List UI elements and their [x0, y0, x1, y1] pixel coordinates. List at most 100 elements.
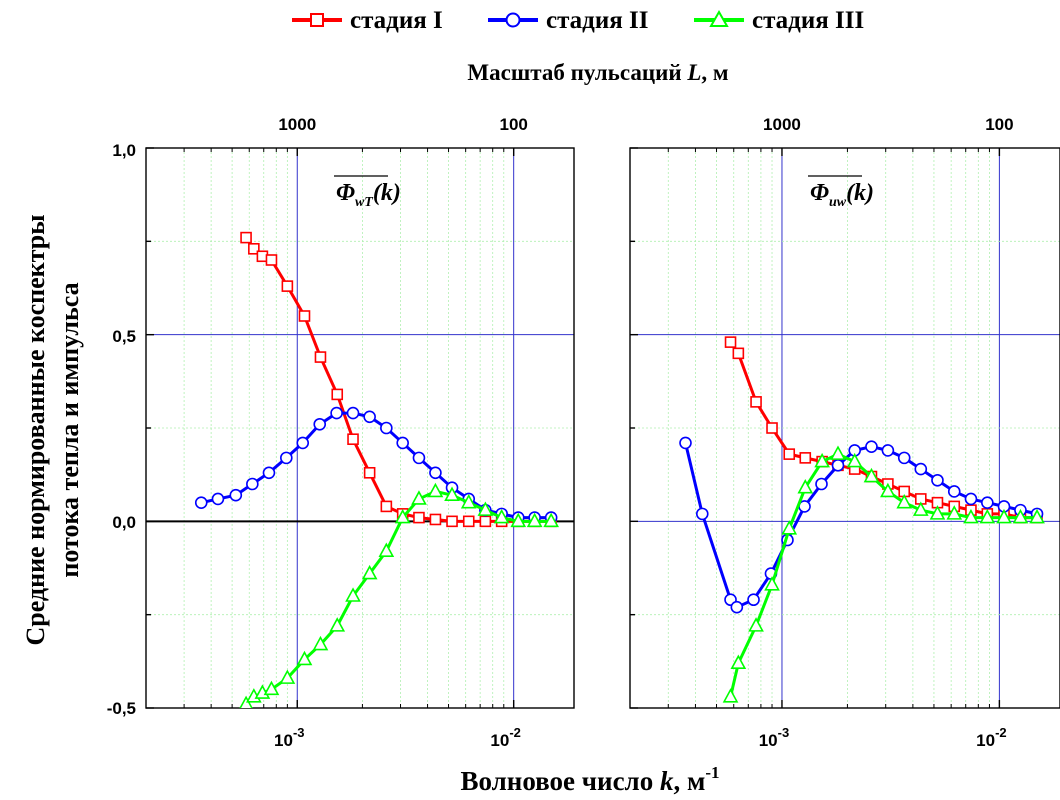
- data-point-triangle: [1012, 508, 1029, 524]
- data-point-circle: [194, 496, 208, 509]
- data-point-circle: [412, 451, 426, 465]
- data-point-circle: [429, 466, 442, 480]
- data-point-circle: [897, 451, 911, 465]
- y-axis-label-line1: Средние нормированные коспектры: [21, 214, 50, 645]
- data-point-triangle: [946, 505, 963, 520]
- legend-square-marker: [310, 13, 324, 27]
- data-point-triangle: [722, 688, 739, 703]
- data-point-triangle: [979, 508, 996, 524]
- data-point-square: [298, 310, 311, 322]
- data-point-circle: [380, 421, 393, 435]
- top-axis-label: Масштаб пульсаций L, м: [467, 60, 728, 85]
- right-panel-uw-cospectrum: 10-3 10-2 1000 100 Φuw(k): [629, 115, 1060, 750]
- x-tick-label: 10-3: [274, 725, 304, 750]
- y-tick-label: 0,0: [112, 513, 136, 532]
- data-point-triangle: [361, 564, 378, 580]
- data-point-triangle: [797, 479, 814, 494]
- series-line-stage-1: [244, 236, 552, 523]
- legend-item-stage-3: стадия III: [694, 7, 864, 34]
- data-point-triangle: [329, 617, 346, 632]
- panel-label: ΦwT(k): [336, 180, 401, 210]
- data-point-square: [240, 231, 252, 244]
- top-tick-label: 1000: [278, 115, 316, 134]
- data-point-triangle: [378, 542, 395, 558]
- legend-item-stage-2: стадия II: [488, 7, 648, 34]
- data-point-triangle: [896, 493, 913, 509]
- data-point-triangle: [493, 508, 510, 524]
- data-point-triangle: [863, 467, 880, 483]
- top-tick-label: 100: [499, 115, 527, 134]
- data-point-circle: [229, 488, 243, 502]
- data-point-circle: [262, 466, 276, 480]
- data-point-circle: [914, 462, 928, 476]
- data-point-square: [724, 336, 737, 348]
- data-point-triangle: [880, 482, 896, 498]
- x-tick-label: 10-3: [759, 725, 789, 750]
- legend-item-stage-1: стадия I: [292, 7, 443, 34]
- data-point-circle: [881, 444, 895, 457]
- data-point-square: [331, 388, 344, 401]
- data-point-square: [446, 515, 458, 528]
- data-point-circle: [931, 473, 944, 487]
- data-point-circle: [695, 507, 709, 521]
- data-point-triangle: [345, 587, 361, 602]
- data-point-square: [732, 347, 745, 360]
- data-point-triangle: [814, 452, 830, 468]
- data-point-triangle: [263, 680, 280, 696]
- y-tick-label: 0,5: [112, 327, 136, 346]
- data-point-circle: [831, 459, 845, 472]
- y-axis-label-line2: потока тепла и импульса: [55, 282, 84, 577]
- data-point-square: [347, 433, 359, 446]
- series-line-stage-2: [200, 411, 552, 520]
- series-line-stage-2: [684, 442, 1038, 610]
- data-point-square: [750, 396, 762, 408]
- y-tick-label: 1,0: [112, 141, 136, 160]
- y-tick-labels: 1,0 0,5 0,0 -0,5: [107, 141, 136, 718]
- data-point-square: [799, 452, 812, 464]
- top-tick-label: 1000: [763, 115, 801, 134]
- data-point-triangle: [543, 512, 559, 528]
- data-point-triangle: [996, 508, 1012, 524]
- data-point-triangle: [477, 501, 494, 516]
- data-point-triangle: [730, 654, 747, 670]
- data-point-triangle: [427, 482, 444, 498]
- y-tick-label: -0,5: [107, 699, 136, 718]
- legend: стадия I стадия II стадия III: [292, 7, 864, 34]
- data-point-square: [314, 351, 327, 363]
- data-point-triangle: [239, 695, 253, 708]
- data-point-circle: [730, 600, 744, 614]
- x-tick-label: 10-2: [490, 725, 520, 750]
- x-tick-label: 10-2: [976, 725, 1006, 750]
- data-point-circle: [747, 593, 760, 607]
- data-point-circle: [363, 410, 376, 424]
- left-panel-wT-cospectrum: 10-3 10-2 1000 100 ΦwT(k): [145, 115, 575, 750]
- data-point-triangle: [846, 452, 863, 468]
- data-point-triangle: [929, 505, 946, 520]
- data-point-triangle: [830, 445, 846, 460]
- data-point-triangle: [312, 635, 329, 651]
- data-point-circle: [313, 417, 327, 431]
- legend-label-stage-3: стадия III: [752, 7, 864, 34]
- data-point-circle: [679, 436, 692, 450]
- data-point-square: [281, 280, 294, 292]
- data-point-square: [462, 515, 475, 528]
- data-point-triangle: [279, 669, 296, 684]
- data-point-circle: [330, 406, 343, 420]
- data-point-triangle: [510, 512, 527, 528]
- data-point-circle: [246, 477, 259, 491]
- data-point-triangle: [748, 617, 764, 632]
- data-point-triangle: [394, 508, 411, 524]
- legend-triangle-marker: [709, 9, 729, 27]
- data-point-square: [429, 513, 442, 526]
- data-point-circle: [815, 477, 828, 491]
- data-point-square: [766, 422, 778, 434]
- data-point-triangle: [444, 486, 460, 502]
- data-point-triangle: [411, 490, 427, 505]
- data-point-triangle: [526, 512, 543, 528]
- data-point-circle: [280, 451, 293, 465]
- data-point-square: [265, 254, 278, 266]
- data-point-square: [363, 466, 376, 479]
- data-point-circle: [211, 492, 225, 506]
- data-point-circle: [346, 406, 360, 420]
